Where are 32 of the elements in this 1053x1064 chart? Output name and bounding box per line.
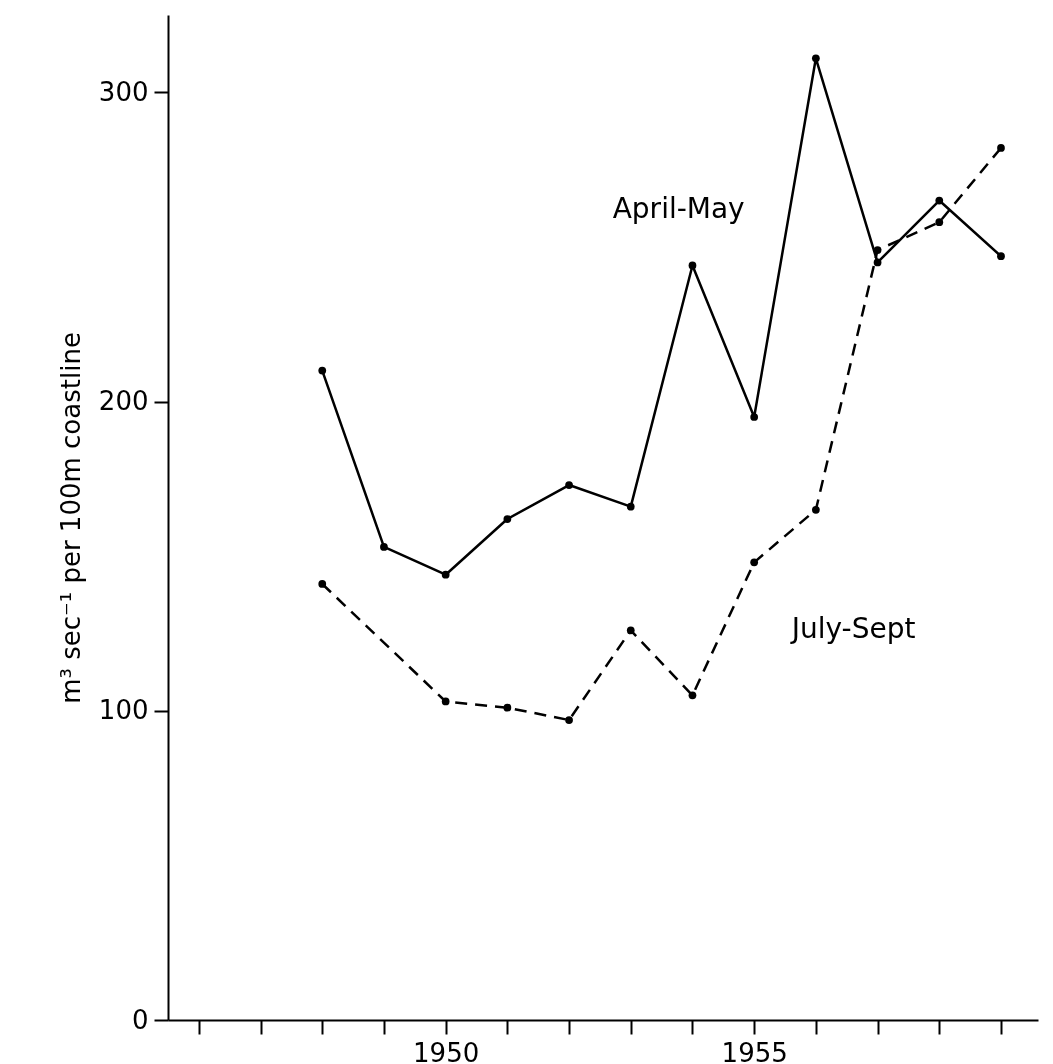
point <box>997 252 1005 261</box>
point <box>935 218 944 227</box>
point <box>688 261 697 270</box>
point <box>688 691 697 700</box>
point <box>380 543 388 551</box>
point <box>503 515 512 523</box>
point <box>318 366 327 375</box>
point <box>565 481 573 489</box>
point <box>626 502 635 511</box>
point <box>873 258 882 267</box>
series-label: April-May <box>612 191 745 225</box>
point <box>812 54 820 63</box>
point <box>318 580 327 588</box>
point <box>750 558 759 567</box>
y-tick-label: 0 <box>131 1004 149 1035</box>
point <box>441 697 450 706</box>
x-tick-label: 1955 <box>721 1037 788 1064</box>
point <box>441 570 450 579</box>
point <box>997 144 1005 152</box>
y-tick-label: 200 <box>98 386 149 417</box>
y-tick-label: 300 <box>98 76 149 107</box>
point <box>750 413 759 421</box>
series-label: July-Sept <box>789 612 916 646</box>
point <box>935 196 944 205</box>
point <box>626 626 635 635</box>
point <box>565 716 573 724</box>
y-axis-title: m³ sec⁻¹ per 100m coastline <box>55 332 86 704</box>
point <box>503 703 512 712</box>
x-tick-label: 1950 <box>413 1037 480 1064</box>
y-tick-label: 100 <box>98 695 149 726</box>
point <box>812 505 820 514</box>
point <box>873 246 882 254</box>
